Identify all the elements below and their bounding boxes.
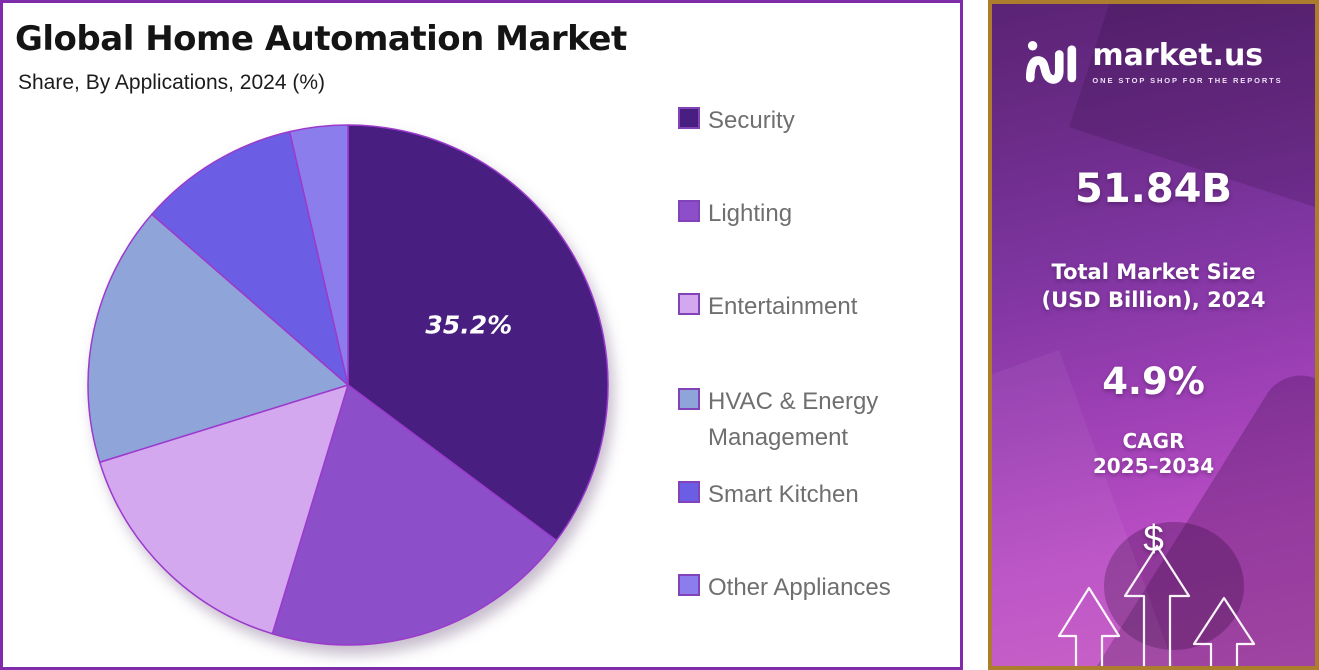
legend-swatch-icon [678,481,700,503]
market-size-label: Total Market Size (USD Billion), 2024 [992,258,1315,315]
chart-panel: Global Home Automation Market Share, By … [0,0,963,670]
market-size-label-line2: (USD Billion), 2024 [1041,288,1266,313]
legend-swatch-icon [678,200,700,222]
legend-label: Smart Kitchen [708,481,859,508]
legend-item-security: Security [678,103,795,139]
legend-label: Lighting [708,200,793,227]
logo-wordmark: market.us [1092,38,1264,73]
pie-slice-smart-kitchen [151,130,349,386]
legend: Security Lighting Entertainment HVAC & Ener… [678,103,953,643]
legend-label: Entertainment [708,293,858,320]
page-subtitle: Share, By Applications, 2024 (%) [18,71,326,94]
logo-tagline: ONE STOP SHOP FOR THE REPORTS [1092,76,1283,85]
legend-swatch-icon [678,107,700,129]
legend-swatch-icon [678,574,700,596]
cagr-value: 4.9% [1102,360,1205,403]
sidebar: market.us ONE STOP SHOP FOR THE REPORTS … [988,0,1319,670]
logo: market.us ONE STOP SHOP FOR THE REPORTS [992,34,1315,92]
market-size-value: 51.84B [1074,166,1232,212]
cagr-label: CAGR 2025–2034 [992,429,1315,479]
market-size-label-line1: Total Market Size [1051,260,1256,284]
legend-label: HVAC & Energy Management [708,388,879,451]
pie-slice-entertainment [98,384,349,635]
growth-arrows-icon [1057,544,1256,666]
legend-item-smart-kitchen: Smart Kitchen [678,477,859,513]
page-title: Global Home Automation Market [15,19,627,59]
legend-swatch-icon [678,293,700,315]
pie-slice-lighting [271,384,558,646]
legend-item-lighting: Lighting [678,196,792,232]
legend-item-hvac-energy-management: HVAC & Energy Management [678,384,878,456]
pie-slice-hvac-energy-management [87,213,349,463]
marketus-logo-icon [1026,41,1077,84]
pie-slice-security [347,124,609,542]
legend-item-other-appliances: Other Appliances [678,570,891,606]
legend-label: Security [708,107,795,134]
pie-slice-other-appliances [288,124,349,386]
pie-data-label: 35.2% [425,310,512,339]
legend-label: Other Appliances [708,574,891,601]
cagr-label-line2: 2025–2034 [1092,454,1215,478]
pie-chart: 35.2% [87,124,609,646]
legend-item-entertainment: Entertainment [678,289,857,325]
cagr-label-line1: CAGR [1122,429,1185,453]
legend-swatch-icon [678,388,700,410]
